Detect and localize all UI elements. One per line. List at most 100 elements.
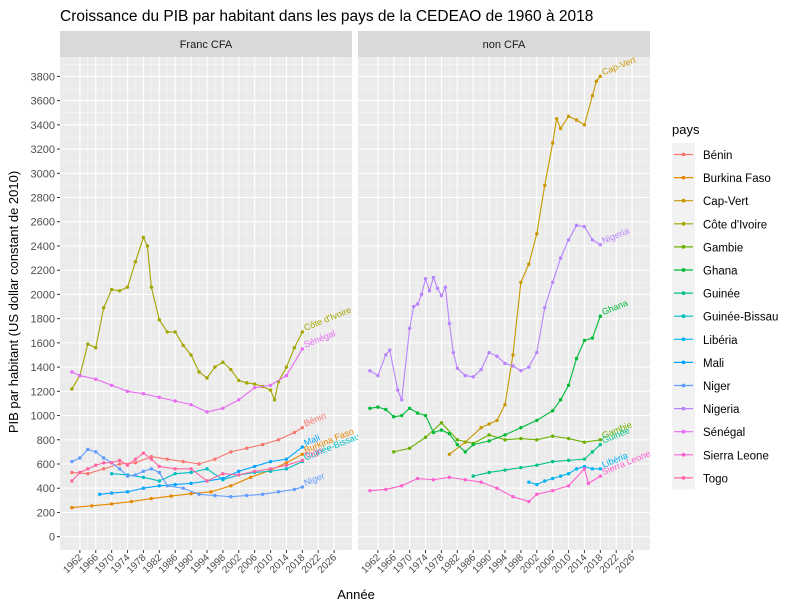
data-point: [300, 452, 305, 457]
data-point: [535, 463, 539, 467]
legend-item-sierra-leone: Sierra Leone: [672, 443, 769, 467]
legend-item-liberia: Libéria: [672, 327, 738, 351]
data-point: [268, 467, 273, 471]
data-point: [407, 446, 412, 450]
legend: pays Bénin Burkina Faso Cap-Vert Côte d'Ivo…: [672, 122, 778, 490]
data-point: [590, 450, 595, 454]
x-axis-label: Année: [337, 587, 375, 602]
data-point: [495, 486, 499, 490]
data-point: [519, 280, 523, 285]
data-point: [181, 459, 185, 464]
legend-item-mali: Mali: [672, 350, 724, 374]
data-point: [550, 488, 555, 493]
data-point: [471, 474, 475, 478]
data-point: [535, 492, 539, 496]
data-point: [392, 415, 396, 419]
data-point: [268, 383, 273, 387]
series-line-guinee: [473, 444, 601, 477]
y-tick-label: 0: [49, 532, 55, 544]
data-point: [70, 479, 74, 483]
data-point: [173, 471, 177, 476]
data-point: [205, 376, 209, 380]
data-point: [431, 478, 436, 482]
data-point: [511, 495, 515, 499]
data-point: [70, 505, 74, 510]
data-point: [503, 468, 507, 472]
data-point: [423, 435, 428, 440]
data-point: [300, 347, 305, 351]
data-point: [189, 402, 193, 407]
data-point: [109, 502, 114, 506]
data-point: [590, 467, 595, 471]
data-point: [527, 499, 531, 504]
data-point: [392, 450, 396, 454]
data-point: [384, 487, 388, 492]
data-point: [300, 445, 305, 449]
data-point: [535, 418, 539, 423]
legend-item-cap-vert: Cap-Vert: [672, 189, 749, 213]
data-point: [205, 410, 209, 414]
data-point: [197, 370, 201, 374]
data-point: [519, 425, 523, 430]
data-point: [141, 392, 146, 396]
legend-item-niger: Niger: [672, 374, 731, 397]
data-point: [582, 440, 587, 444]
data-point: [245, 493, 249, 498]
data-point: [582, 457, 587, 461]
data-point: [252, 469, 257, 473]
data-point: [109, 491, 114, 495]
data-point: [487, 470, 491, 475]
legend-label: Guinée-Bissau: [703, 312, 778, 324]
data-point: [141, 475, 146, 480]
data-point: [117, 462, 122, 466]
x-tick-label: 2026: [316, 552, 340, 576]
data-point: [451, 350, 456, 355]
data-point: [272, 398, 277, 402]
data-point: [550, 280, 555, 285]
data-point: [463, 450, 467, 454]
data-point: [173, 482, 177, 487]
data-point: [157, 318, 162, 322]
data-point: [109, 383, 114, 387]
data-point: [197, 492, 201, 496]
data-point: [574, 223, 579, 228]
series-niger: Niger: [70, 447, 326, 499]
data-point: [586, 481, 591, 486]
legend-label: Nigeria: [703, 404, 740, 416]
data-point: [300, 425, 305, 430]
data-point: [292, 430, 297, 435]
data-point: [141, 235, 146, 240]
data-point: [388, 348, 392, 352]
data-point: [447, 321, 452, 326]
data-point: [157, 484, 162, 488]
data-point: [368, 488, 372, 493]
data-point: [455, 438, 460, 442]
data-point: [574, 467, 579, 471]
data-point: [300, 458, 305, 463]
data-point: [125, 389, 130, 394]
data-point: [558, 256, 563, 260]
legend-label: Ghana: [703, 266, 738, 278]
data-point: [237, 473, 241, 477]
legend-label: Bénin: [703, 150, 732, 162]
facet-label-franc-cfa: Franc CFA: [180, 39, 233, 51]
data-point: [495, 418, 499, 423]
data-point: [598, 314, 603, 318]
y-tick-label: 1600: [31, 338, 55, 350]
data-point: [582, 464, 587, 469]
data-point: [284, 365, 289, 369]
legend-label: Gambie: [703, 242, 743, 254]
data-point: [189, 491, 193, 496]
data-point: [455, 442, 460, 447]
data-point: [70, 370, 74, 374]
data-point: [78, 470, 82, 475]
data-point: [590, 238, 595, 242]
data-point: [415, 476, 420, 481]
series-line-senegal: [71, 348, 303, 413]
data-point: [102, 456, 106, 460]
data-point: [260, 492, 265, 496]
data-point: [229, 367, 233, 372]
data-point: [94, 377, 98, 381]
data-point: [129, 499, 134, 504]
data-point: [141, 486, 146, 490]
